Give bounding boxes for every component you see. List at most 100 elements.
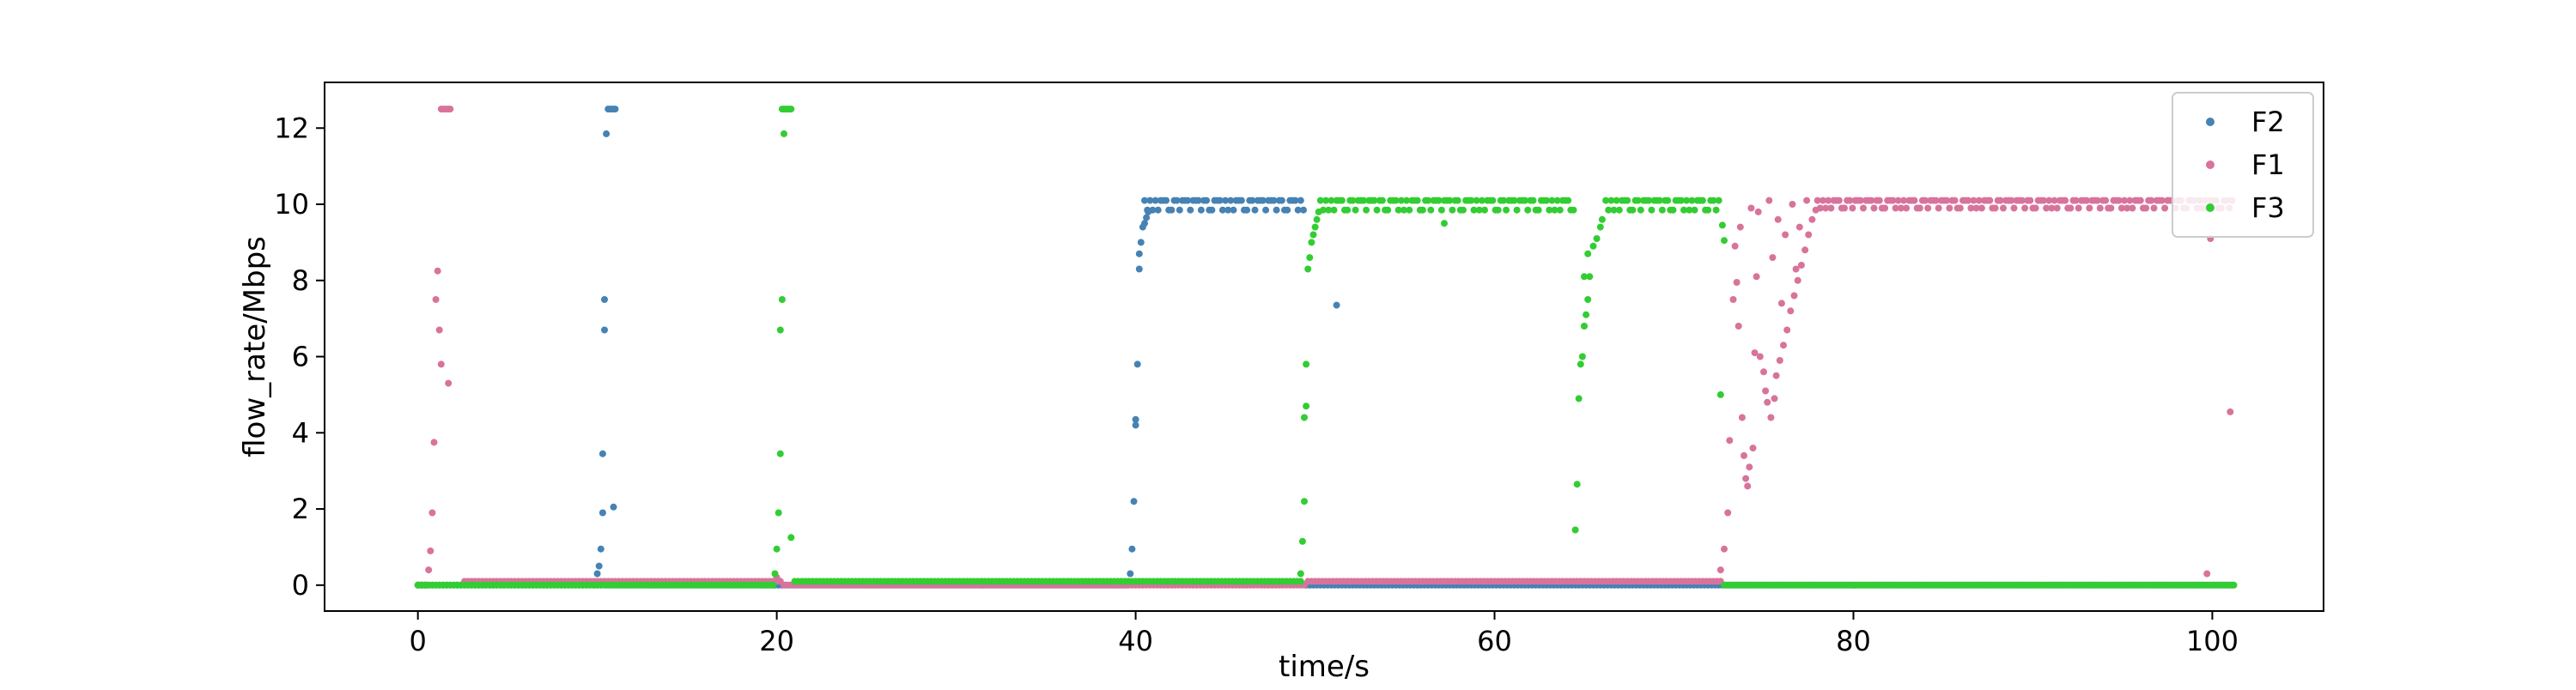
point-F3 [1325,206,1333,214]
point-F1 [2107,204,2115,212]
point-F3 [1473,197,1480,204]
point-F1 [445,379,453,387]
point-F1 [1735,323,1742,330]
y-axis-label: flow_rate/Mbps [238,236,272,457]
legend-box [2172,92,2314,238]
point-F3 [1610,206,1618,214]
point-F1 [2045,197,2053,204]
point-F2 [1132,421,1139,429]
point-F1 [435,326,443,334]
point-F3 [1602,197,1610,204]
point-F2 [1262,206,1270,214]
point-F1 [1733,279,1741,286]
point-F1 [1780,342,1787,349]
point-F1 [1805,231,1813,239]
point-F1 [1754,208,1762,215]
point-F3 [1698,197,1706,204]
point-F1 [2048,204,2056,212]
legend-marker-F3 [2206,203,2215,212]
point-F3 [1718,221,1726,229]
point-F1 [1787,307,1795,315]
point-F1 [1747,204,1755,212]
point-F3 [1394,206,1402,214]
point-F1 [1769,254,1777,262]
point-F1 [1911,197,1918,204]
point-F2 [1154,206,1162,214]
point-F1 [1751,349,1759,357]
point-F3 [781,130,787,137]
point-F3 [1524,206,1532,214]
point-F3 [1715,197,1722,204]
series-F1 [414,106,2236,589]
point-F1 [1894,197,1902,204]
point-F3 [776,450,784,457]
point-F3 [1615,206,1623,214]
point-F2 [598,509,606,517]
series-F3 [414,106,2238,589]
point-F2 [1144,206,1151,214]
point-F3 [1691,206,1698,214]
point-F2 [1224,206,1232,214]
point-F3 [1303,402,1310,410]
point-F3 [1500,197,1507,204]
point-F3 [1481,206,1488,214]
point-F3 [775,509,782,517]
point-F3 [1363,206,1370,214]
point-F2 [1291,197,1299,204]
point-F3 [1470,206,1478,214]
point-F3 [1712,206,1720,214]
point-F1 [2158,197,2166,204]
point-F3 [1370,197,1378,204]
chart-marks [414,106,2238,589]
point-F3 [1529,197,1537,204]
point-F3 [1510,197,1518,204]
point-F3 [1378,197,1386,204]
point-F2 [1259,197,1267,204]
point-F3 [1578,353,1586,360]
point-F1 [1724,509,1732,517]
point-F3 [1543,197,1551,204]
point-F2 [1216,197,1224,204]
point-F1 [1772,372,1780,379]
point-F3 [1716,390,1724,398]
point-F1 [2010,204,2018,212]
point-F2 [1243,206,1251,214]
point-F2 [1297,197,1304,204]
point-F1 [2072,197,2080,204]
point-F1 [2227,408,2234,415]
point-F2 [1208,206,1216,214]
point-F1 [1967,204,1975,212]
point-F1 [1726,437,1734,445]
point-F2 [1168,206,1176,214]
point-F3 [1564,197,1572,204]
point-F2 [1218,206,1226,214]
legend-label-F3: F3 [2251,191,2285,224]
point-F3 [1669,206,1677,214]
point-F1 [1991,204,1999,212]
point-F3 [1460,206,1467,214]
point-F1 [1767,414,1775,421]
point-F2 [1270,197,1278,204]
point-F3 [1301,498,1308,505]
point-F3 [1553,197,1561,204]
point-F3 [1658,206,1666,214]
point-F1 [1716,566,1724,574]
legend-label-F1: F1 [2251,148,2285,181]
point-F3 [1297,570,1304,578]
point-F2 [1278,197,1285,204]
point-F3 [1589,242,1597,250]
point-F3 [1373,206,1381,214]
point-F2 [1135,265,1143,273]
point-F1 [1951,197,1959,204]
y-tick-label: 0 [292,569,309,602]
x-tick-label: 60 [1477,625,1512,657]
point-F1 [1774,215,1782,223]
point-F3 [1308,239,1315,246]
point-F1 [1870,204,1878,212]
y-tick-label: 6 [292,341,309,373]
point-F1 [2203,570,2211,578]
point-F2 [1141,220,1148,227]
point-F3 [1570,206,1577,214]
point-F3 [778,296,786,303]
plot-frame [324,82,2324,612]
